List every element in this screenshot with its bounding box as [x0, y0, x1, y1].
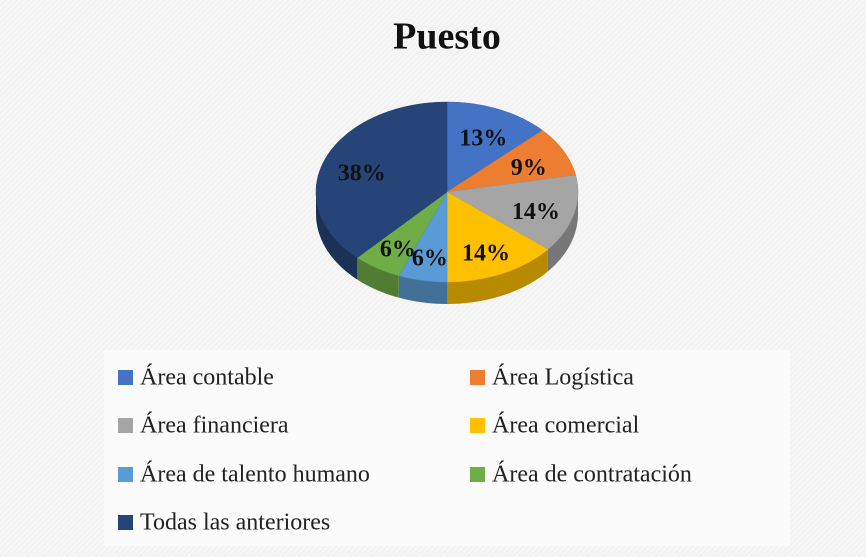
data-label: 38%	[338, 160, 386, 186]
legend-swatch	[118, 418, 133, 433]
slice	[398, 191, 448, 283]
legend-label: Área financiera	[140, 413, 289, 439]
data-label: 9%	[511, 155, 547, 181]
slice-side	[316, 192, 358, 280]
data-label: 14%	[512, 199, 560, 225]
legend-swatch	[470, 418, 485, 433]
legend-label: Área de talento humano	[140, 462, 370, 488]
slice	[356, 191, 448, 276]
slice-side	[398, 275, 447, 304]
legend-label: Todas las anteriores	[140, 510, 330, 536]
legend-swatch	[470, 370, 485, 385]
slice	[446, 101, 543, 193]
legend-label: Área contable	[140, 365, 274, 391]
legend-swatch	[118, 515, 133, 530]
chart-title: Puesto	[393, 16, 501, 58]
data-label: 13%	[459, 126, 507, 152]
slice-side	[447, 249, 548, 304]
slice	[315, 101, 448, 258]
slice	[446, 191, 549, 283]
data-label: 14%	[462, 241, 510, 267]
legend-label: Área comercial	[492, 413, 640, 439]
legend-box	[104, 350, 790, 546]
legend-label: Área Logística	[492, 365, 634, 391]
legend-swatch	[118, 467, 133, 482]
legend-swatch	[470, 467, 485, 482]
slice	[446, 130, 577, 193]
data-label: 6%	[412, 245, 448, 271]
slice	[446, 174, 579, 250]
slice-side	[357, 257, 399, 298]
slice-side	[547, 192, 578, 272]
data-label: 6%	[380, 237, 416, 263]
pie-tops	[315, 101, 579, 283]
legend-label: Área de contratación	[492, 462, 692, 488]
legend-swatch	[118, 370, 133, 385]
pie-sides	[316, 192, 578, 304]
